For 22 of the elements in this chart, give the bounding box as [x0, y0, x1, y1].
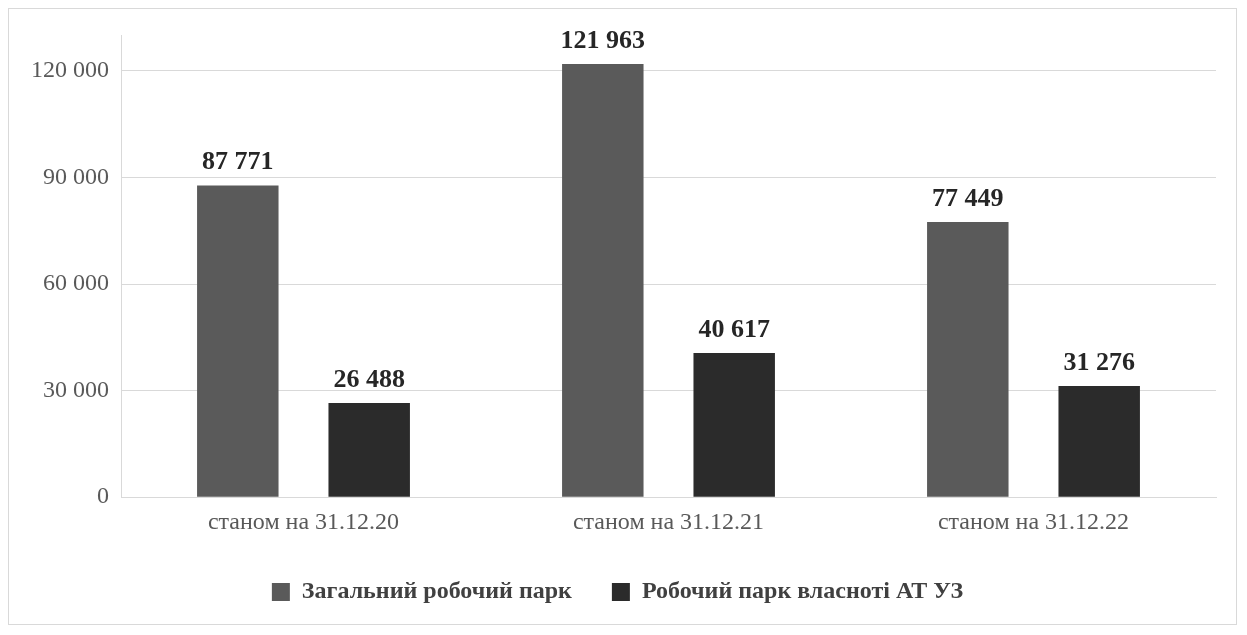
bar	[197, 185, 279, 497]
bar	[927, 222, 1009, 497]
bar	[693, 352, 775, 497]
x-tick-label: станом на 31.12.22	[937, 507, 1130, 534]
x-tick-label: станом на 31.12.21	[572, 507, 765, 534]
bar	[328, 403, 410, 497]
data-label: 40 617	[698, 313, 770, 343]
bar	[1058, 386, 1140, 497]
data-label: 31 276	[1063, 346, 1135, 376]
y-tick-label: 90 000	[43, 162, 109, 189]
data-label: 87 771	[202, 146, 274, 176]
data-label: 121 963	[560, 24, 646, 54]
y-tick-label: 60 000	[43, 269, 109, 296]
legend-label: Загальний робочий парк	[301, 577, 573, 604]
bar	[562, 63, 644, 497]
y-tick-label: 120 000	[31, 56, 109, 83]
y-tick-label: 30 000	[43, 375, 109, 402]
x-tick-label: станом на 31.12.20	[207, 507, 400, 534]
legend-label: Робочий парк власноті АТ УЗ	[641, 577, 964, 604]
data-label: 77 449	[932, 182, 1004, 212]
y-tick-label: 0	[97, 482, 109, 509]
data-label: 26 488	[333, 363, 405, 393]
